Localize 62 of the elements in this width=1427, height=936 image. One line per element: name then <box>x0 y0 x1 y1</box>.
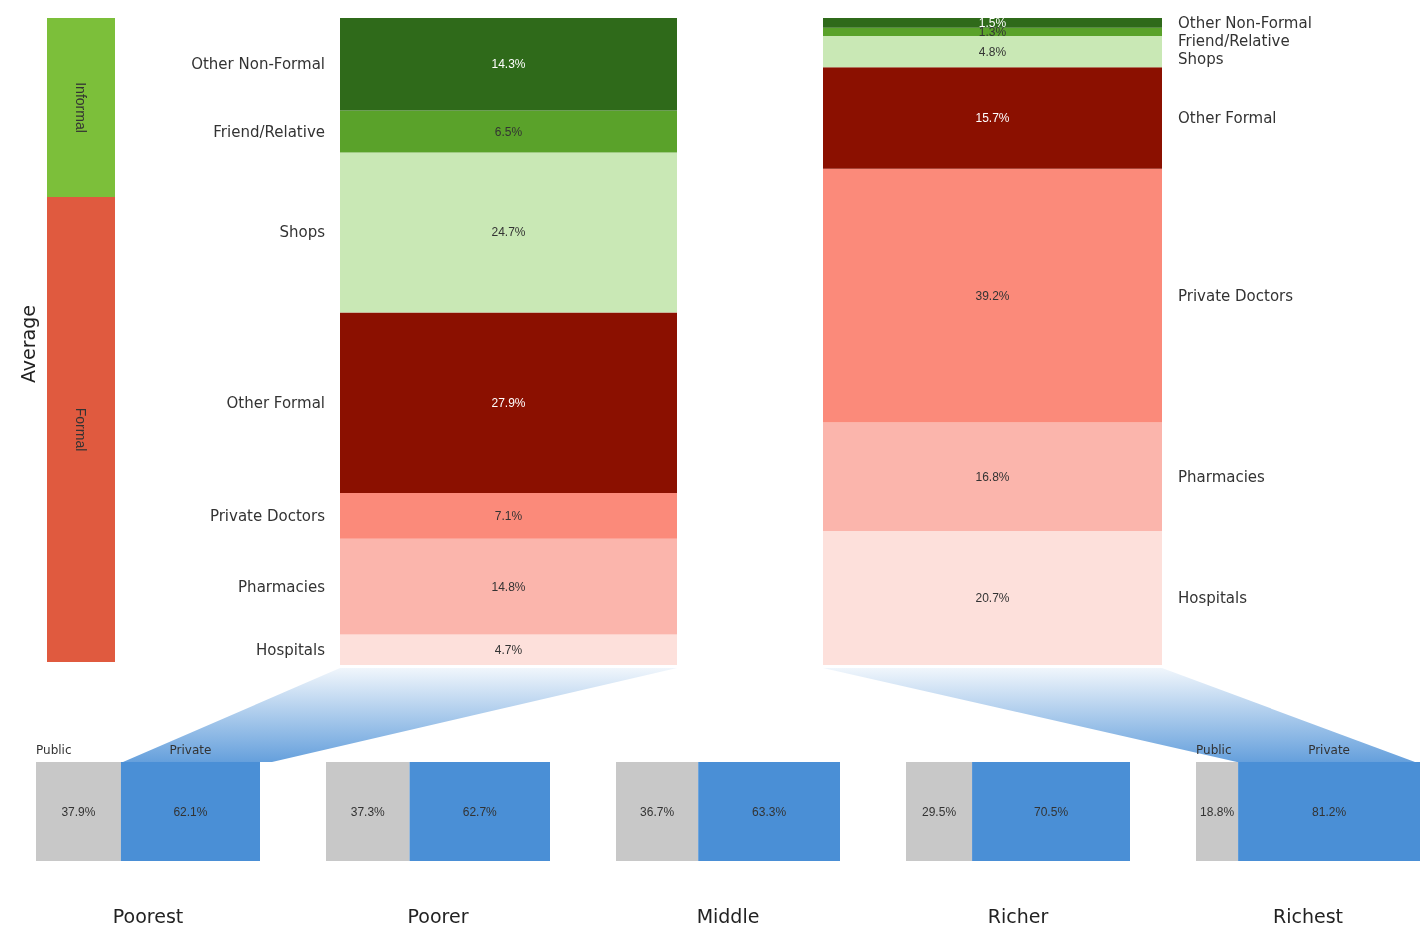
series-label: Shops <box>279 223 326 242</box>
data-label: 37.9% <box>61 804 96 819</box>
x-axis-title: Poorer <box>407 904 469 927</box>
series-label: Friend/Relative <box>1178 31 1290 50</box>
bar <box>823 67 1162 169</box>
series-label: Private Doctors <box>1178 286 1294 305</box>
series-label: Pharmacies <box>1178 467 1266 486</box>
series-label: Other Non-Formal <box>191 55 325 74</box>
bar <box>340 152 677 313</box>
data-label: 39.2% <box>975 288 1010 303</box>
series-label: Other Formal <box>1178 108 1277 127</box>
data-label: 81.2% <box>1312 804 1347 819</box>
bar <box>340 492 677 539</box>
bar <box>340 110 677 153</box>
data-label: 15.7% <box>975 110 1010 125</box>
series-label: Formal <box>73 407 89 452</box>
bar <box>823 168 1162 423</box>
series-label: Other Formal <box>226 393 325 412</box>
bar <box>340 18 677 111</box>
x-axis-title: Richest <box>1272 904 1344 927</box>
bar <box>340 312 677 493</box>
data-label: 20.7% <box>975 591 1010 606</box>
series-label: Shops <box>1178 49 1224 68</box>
data-label: 4.8% <box>978 44 1007 59</box>
data-label: 37.3% <box>350 804 386 819</box>
series-label: Pharmacies <box>238 577 326 596</box>
bar <box>823 422 1162 532</box>
data-label: 6.5% <box>494 124 523 139</box>
data-label: 16.8% <box>975 469 1010 484</box>
data-label: 24.7% <box>491 225 526 240</box>
data-label: 4.7% <box>494 642 523 657</box>
series-label: Hospitals <box>255 640 326 659</box>
x-axis-title: Middle <box>696 904 760 927</box>
data-label: 14.3% <box>491 57 526 72</box>
series-label: Public <box>1196 743 1232 757</box>
data-label: 62.7% <box>462 804 498 819</box>
series-label: Friend/Relative <box>213 122 325 141</box>
x-axis-title: Richer <box>987 904 1049 927</box>
bar <box>340 634 677 665</box>
data-label: 63.3% <box>752 804 787 819</box>
bar <box>823 27 1162 37</box>
data-label: 36.7% <box>640 804 675 819</box>
data-label: 70.5% <box>1034 804 1069 819</box>
data-label: 7.1% <box>494 508 523 523</box>
bar <box>823 531 1162 665</box>
series-label: Public <box>36 743 72 757</box>
series-label: Hospitals <box>1178 589 1248 608</box>
series-label: Private <box>169 743 212 757</box>
series-label: Other Non-Formal <box>1178 13 1312 32</box>
bar <box>823 18 1162 28</box>
series-label: Private <box>1308 743 1350 757</box>
data-label: 29.5% <box>922 804 957 819</box>
data-label: 18.8% <box>1200 804 1235 819</box>
data-label: 27.9% <box>491 395 526 410</box>
bar <box>340 538 677 635</box>
y-axis-title: Average <box>16 304 39 384</box>
data-label: 14.8% <box>491 579 526 594</box>
bar <box>823 36 1162 68</box>
series-label: Private Doctors <box>209 506 326 525</box>
series-label: Informal <box>73 82 89 133</box>
data-label: 62.1% <box>173 804 208 819</box>
x-axis-title: Poorest <box>112 904 184 927</box>
